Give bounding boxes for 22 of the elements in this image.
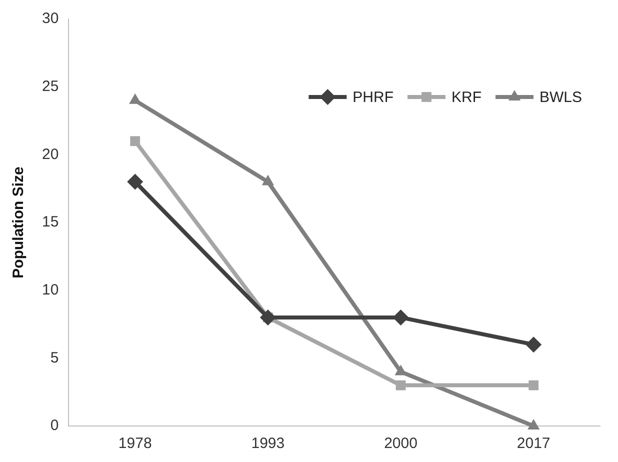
point	[396, 380, 406, 390]
point	[127, 174, 144, 190]
x-tick-label: 1993	[251, 435, 285, 452]
y-tick-label: 0	[50, 417, 59, 434]
y-axis-title: Population Size	[10, 166, 28, 278]
y-tick-label: 15	[42, 214, 59, 231]
y-tick-label: 10	[42, 281, 59, 298]
legend-label: KRF	[451, 89, 482, 106]
x-tick-label: 2000	[384, 435, 418, 452]
point	[526, 336, 542, 353]
legend-label: BWLS	[539, 89, 582, 106]
y-tick-label: 20	[42, 146, 59, 163]
point	[130, 136, 140, 146]
y-tick-label: 5	[50, 349, 59, 366]
point	[260, 309, 276, 326]
x-tick-label: 1978	[118, 435, 152, 452]
point	[392, 309, 409, 326]
point	[528, 380, 539, 390]
y-tick-label: 30	[42, 10, 59, 28]
y-tick-label: 25	[42, 78, 59, 95]
x-tick-label: 2017	[516, 435, 550, 452]
legend-label: PHRF	[352, 89, 394, 106]
